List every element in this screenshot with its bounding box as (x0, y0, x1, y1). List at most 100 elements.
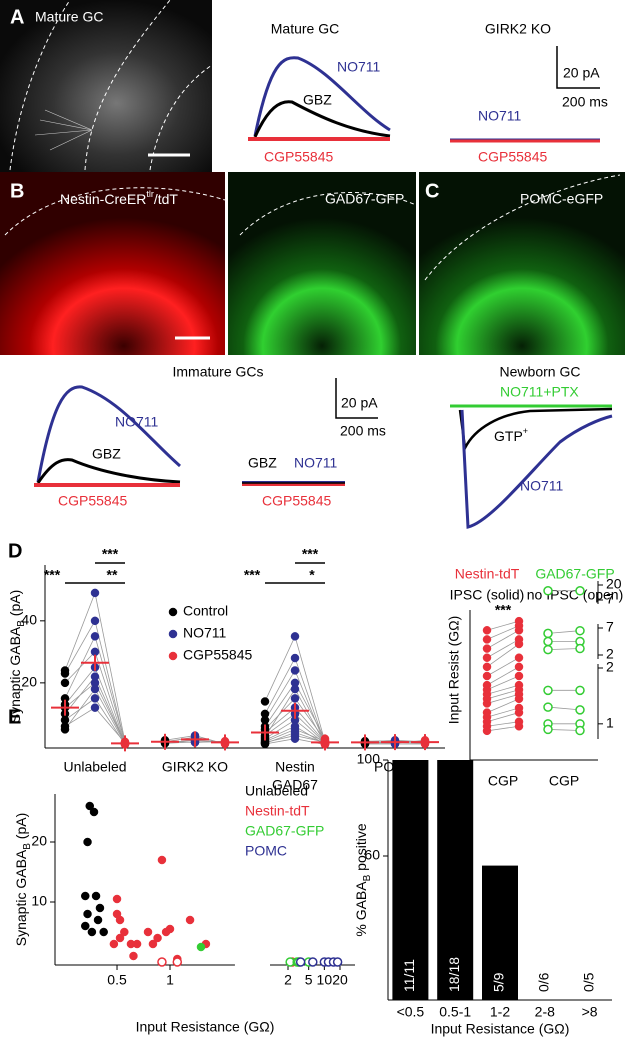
legend-label: GAD67-GFP (245, 823, 324, 839)
pair-line (486, 643, 520, 668)
pair-line (486, 712, 520, 723)
data-point (295, 957, 306, 967)
data-point (514, 671, 524, 681)
data-point (290, 666, 300, 675)
data-point (90, 672, 100, 681)
data-point (482, 662, 492, 672)
y2-tick-label: 7 (606, 619, 614, 635)
y-tick-label: 10 (31, 893, 47, 909)
image-label: GAD67-GFP (325, 191, 404, 207)
trace-title: Immature GCs (172, 364, 263, 380)
pair-line (486, 698, 520, 713)
trace-label: NO711 (337, 59, 381, 75)
scale-label: 200 ms (562, 94, 608, 110)
data-point (99, 927, 108, 937)
label-part: Nestin-CreER (60, 191, 146, 207)
data-point (83, 837, 92, 847)
trace (253, 100, 391, 138)
significance: ** (107, 567, 118, 583)
micrograph (228, 172, 416, 355)
data-point (90, 684, 100, 694)
x-tick-label: 20 (332, 972, 348, 988)
group-subtitle: IPSC (solid) (450, 587, 525, 603)
x-axis-label: Input Resistance (GΩ) (431, 1021, 570, 1037)
data-point (83, 909, 92, 919)
pair-line (486, 684, 520, 695)
y2-tick-label: 20 (606, 576, 622, 592)
data-point (290, 653, 300, 663)
y-tick-label: 60 (364, 847, 380, 863)
x-axis-label: Input Resistance (GΩ) (136, 1019, 275, 1035)
data-point (81, 891, 90, 901)
data-point (575, 586, 585, 596)
label-part: /tdT (154, 191, 179, 207)
panel-letter: B (10, 180, 24, 202)
pair-line (547, 648, 581, 650)
data-point (90, 647, 100, 657)
data-point (172, 957, 183, 967)
data-point (514, 653, 524, 662)
significance: *** (302, 546, 319, 562)
data-point (120, 927, 129, 937)
data-point (482, 699, 492, 708)
neuron (34, 109, 93, 151)
pair-line (486, 625, 520, 640)
data-point (85, 801, 95, 811)
data-point (482, 635, 492, 644)
legend-label: Unlabeled (245, 783, 308, 799)
data-point (60, 669, 70, 678)
data-point (514, 626, 524, 635)
data-point (514, 639, 524, 649)
pair-line (486, 675, 520, 691)
boundary (9, 0, 213, 171)
pair-line (486, 629, 520, 649)
trace-label: CGP55845 (58, 493, 127, 509)
data-point (514, 722, 524, 731)
y-axis-label-part: positive (353, 823, 369, 875)
trace-label: NO711 (294, 455, 338, 471)
trace-label: GBZ (92, 446, 121, 462)
data-point (482, 726, 492, 736)
data-point (132, 939, 142, 949)
pair-line (486, 693, 520, 704)
data-point (290, 694, 300, 703)
data-point (575, 725, 585, 736)
y-tick-label: 20 (21, 674, 37, 690)
y2-tick-label: 1 (606, 715, 614, 731)
pair-line (486, 657, 520, 677)
scale-label: 20 pA (341, 395, 378, 411)
image-label: POMC-eGFP (520, 191, 603, 207)
y-tick-label: 100 (357, 751, 381, 767)
value-label: 0/5 (580, 972, 596, 992)
image-label: Mature GC (35, 9, 103, 25)
x-tick-label: Unlabeled (63, 759, 126, 775)
y-tick-label: 20 (31, 833, 47, 849)
y-axis-label: % GABAB positive (353, 823, 373, 936)
pair-line (486, 721, 520, 727)
data-point (90, 616, 100, 626)
y-axis-label: Synaptic GABAB (pA) (13, 813, 33, 947)
boundary (4, 174, 621, 281)
trace (36, 458, 181, 484)
x-tick-label: GIRK2 KO (162, 759, 228, 775)
trace-label: NO711 (115, 414, 159, 430)
data-point (260, 697, 270, 706)
trace (458, 407, 613, 453)
legend-label: CGP55845 (183, 647, 252, 663)
x-tick-label: CGP (488, 773, 518, 789)
data-point (514, 708, 524, 717)
trace-label: GBZ (303, 92, 332, 108)
data-point (543, 724, 553, 735)
data-point (290, 734, 300, 743)
scale-bar (335, 378, 378, 419)
data-point (60, 678, 70, 688)
data-point (543, 636, 553, 647)
pair-line (486, 639, 520, 659)
value-label: 18/18 (446, 957, 462, 992)
trace-label: CGP55845 (478, 149, 547, 165)
x-tick-label: 2 (284, 972, 292, 988)
group-title: Nestin-tdT (455, 566, 520, 582)
trace-label: GTP+ (494, 426, 528, 443)
trace (253, 56, 391, 137)
data-point (148, 939, 158, 949)
